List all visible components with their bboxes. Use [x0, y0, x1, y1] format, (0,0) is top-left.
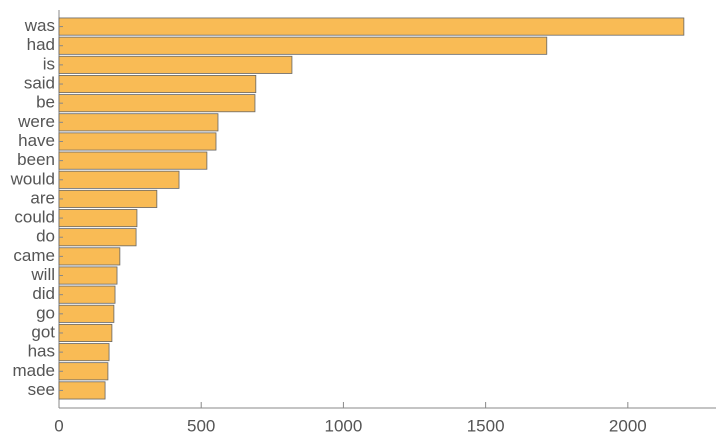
y-tick-label: were: [17, 112, 55, 131]
y-tick-label: been: [17, 150, 55, 169]
y-tick-label: made: [12, 361, 55, 380]
x-tick-label: 1500: [467, 416, 505, 435]
bar: [58, 17, 685, 36]
x-tick-label: 1000: [325, 416, 363, 435]
bar: [58, 189, 158, 208]
y-tick-label: be: [36, 93, 55, 112]
y-tick-label: got: [31, 322, 55, 341]
y-tick-label: had: [27, 35, 55, 54]
y-tick-label: have: [18, 131, 55, 150]
y-tick-label: do: [36, 227, 55, 246]
bar: [58, 343, 110, 362]
y-tick-label: said: [24, 74, 55, 93]
bar: [58, 362, 109, 381]
y-tick-label: has: [28, 342, 55, 361]
bar: [58, 381, 106, 400]
bar: [58, 247, 121, 266]
bar: [58, 170, 180, 189]
bar: [58, 151, 208, 170]
y-tick-label: came: [13, 246, 55, 265]
x-tick-label: 0: [54, 416, 63, 435]
bar: [58, 94, 256, 113]
bar: [58, 132, 217, 151]
bar: [58, 36, 548, 55]
bar: [58, 55, 293, 74]
x-tick-label: 2000: [609, 416, 647, 435]
y-tick-label: is: [43, 54, 55, 73]
bar: [58, 285, 116, 304]
bar: [58, 323, 113, 342]
y-tick-label: did: [32, 284, 55, 303]
bar: [58, 304, 115, 323]
y-tick-label: will: [30, 265, 55, 284]
bar: [58, 228, 137, 247]
y-tick-label: was: [24, 16, 55, 35]
bar: [58, 266, 118, 285]
y-tick-label: would: [10, 169, 55, 188]
bar: [58, 113, 219, 132]
y-tick-label: are: [30, 188, 55, 207]
y-tick-label: go: [36, 303, 55, 322]
y-tick-label: see: [28, 380, 55, 399]
bar: [58, 209, 138, 228]
bar: [58, 75, 257, 94]
y-tick-label: could: [14, 208, 55, 227]
x-tick-label: 500: [187, 416, 215, 435]
